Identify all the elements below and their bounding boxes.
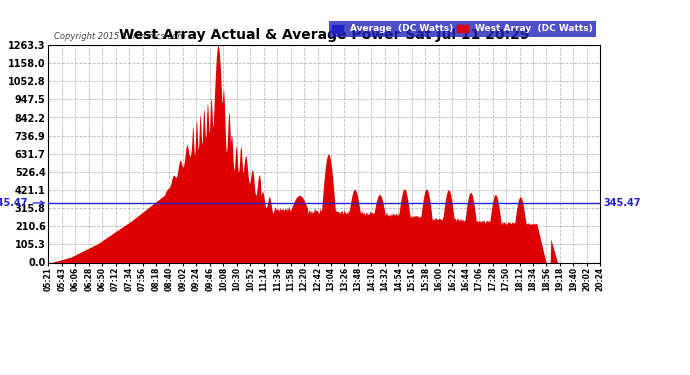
Text: 345.47: 345.47 (0, 198, 44, 208)
Text: 345.47: 345.47 (603, 198, 640, 208)
Legend: Average  (DC Watts), West Array  (DC Watts): Average (DC Watts), West Array (DC Watts… (328, 21, 595, 36)
Title: West Array Actual & Average Power Sat Jul 11 20:29: West Array Actual & Average Power Sat Ju… (119, 28, 529, 42)
Text: Copyright 2015 Cartronics.com: Copyright 2015 Cartronics.com (54, 32, 185, 40)
